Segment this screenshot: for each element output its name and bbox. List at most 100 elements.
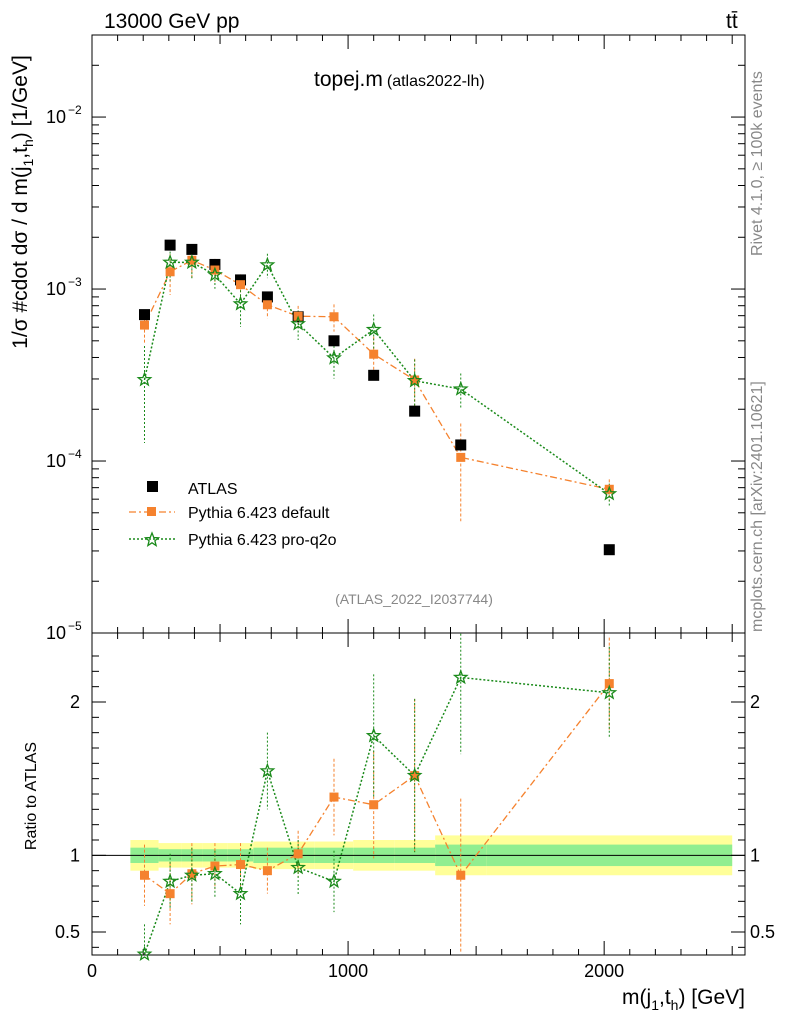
ratio-point-default (236, 860, 246, 870)
y-tick-label-exp: −2 (68, 103, 82, 117)
y-tick-label: 10 (46, 451, 66, 471)
ratio-tick-label: 1 (70, 845, 80, 865)
data-point-atlas (603, 544, 615, 556)
data-point-default (456, 452, 466, 462)
ratio-point-proq2o (326, 873, 342, 889)
x-axis-label: m(j1,th) [GeV] (622, 986, 745, 1013)
data-point-proq2o (232, 295, 249, 311)
y-axis-label: 1/σ #cdot dσ / d m(j1,th) [1/GeV] (9, 55, 36, 349)
ratio-point-default (139, 870, 149, 880)
data-point-atlas (261, 291, 273, 303)
data-point-atlas (209, 258, 221, 270)
ratio-point-default (262, 866, 272, 876)
data-point-proq2o (365, 321, 382, 337)
ratio-point-default (293, 849, 303, 859)
y-label-part3: ) [1/GeV] (9, 55, 32, 139)
data-point-default (369, 349, 379, 359)
y-label-sub1: 1 (20, 158, 36, 166)
data-point-proq2o (259, 256, 276, 272)
y-label-part2: ,t (9, 147, 32, 159)
ratio-point-proq2o (452, 669, 469, 685)
legend-label-atlas: ATLAS (188, 481, 238, 498)
ratio-tick-label: 2 (70, 692, 80, 712)
data-point-atlas (138, 309, 150, 321)
data-point-atlas (186, 243, 198, 255)
x-label-part2: ,t (659, 986, 671, 1009)
ratio-point-default (456, 870, 466, 880)
legend-label-proq2o: Pythia 6.423 pro-q2o (188, 532, 337, 549)
analysis-id: (ATLAS_2022_I2037744) (335, 591, 493, 607)
data-point-atlas (455, 439, 467, 451)
y-tick-label: 10 (46, 107, 66, 127)
rivet-label: Rivet 4.1.0, ≥ 100k events (749, 71, 766, 256)
ratio-point-default (604, 679, 614, 689)
x-label-sub1: 1 (651, 997, 659, 1013)
legend-marker-atlas (147, 481, 158, 492)
legend-marker-default (147, 507, 156, 516)
ratio-point-proq2o (259, 762, 276, 778)
data-point-default (165, 267, 175, 277)
data-point-proq2o (406, 372, 423, 388)
mcplots-label: mcplots.cern.ch [arXiv:2401.10621] (749, 381, 766, 632)
data-point-atlas (235, 274, 247, 286)
ratio-point-default (369, 800, 379, 810)
ratio-tick-label-right: 0.5 (750, 922, 775, 942)
energy-label: 13000 GeV pp (104, 10, 239, 33)
y-tick-label: 10 (46, 279, 66, 299)
data-point-atlas (328, 335, 340, 347)
data-point-proq2o (326, 349, 342, 365)
x-label-part3: ) [GeV] (678, 986, 745, 1009)
x-tick-label: 2000 (584, 961, 624, 981)
plot-title-main: topej.m (314, 68, 383, 91)
data-point-default (262, 300, 272, 310)
data-point-default (604, 484, 614, 494)
ratio-line-proq2o (143, 676, 610, 955)
data-point-proq2o (290, 315, 307, 331)
data-point-atlas (164, 239, 176, 251)
data-point-proq2o (206, 266, 223, 282)
ratio-y-axis-label: Ratio to ATLAS (23, 742, 40, 850)
data-point-atlas (368, 369, 380, 381)
series-line-proq2o (143, 261, 610, 495)
x-label-sub2: h (671, 997, 679, 1013)
ratio-point-default (187, 869, 197, 879)
ratio-point-proq2o (183, 866, 200, 882)
data-point-default (139, 320, 149, 330)
x-tick-label: 1000 (328, 961, 368, 981)
ratio-point-default (329, 792, 339, 802)
data-point-default (236, 280, 246, 290)
plot-title: topej.m (atlas2022-lh) (314, 68, 485, 91)
ratio-point-proq2o (162, 873, 179, 889)
legend: ATLAS Pythia 6.423 default Pythia 6.423 … (129, 481, 337, 549)
data-point-default (410, 375, 420, 385)
ratio-point-proq2o (290, 859, 307, 875)
ratio-tick-label-right: 1 (750, 845, 760, 865)
ratio-plot-frame (91, 632, 746, 956)
ratio-point-proq2o (365, 727, 382, 743)
data-point-proq2o (452, 380, 469, 396)
ratio-point-proq2o (601, 684, 618, 700)
process-label: tt̄ (726, 10, 738, 33)
data-point-proq2o (136, 371, 153, 387)
ratio-tick-label: 0.5 (55, 922, 80, 942)
ratio-point-default (410, 771, 420, 781)
data-point-default (329, 312, 339, 322)
x-label-part1: m(j (622, 986, 651, 1009)
legend-label-default: Pythia 6.423 default (188, 505, 330, 522)
data-point-proq2o (601, 485, 618, 501)
y-label-part1: 1/σ #cdot dσ / d m(j (9, 166, 32, 348)
plot-title-sub: (atlas2022-lh) (387, 73, 485, 90)
ratio-point-proq2o (136, 945, 153, 961)
data-point-proq2o (162, 253, 179, 270)
y-tick-label-exp: −3 (68, 275, 82, 289)
data-point-atlas (409, 405, 421, 417)
y-label-sub2: h (20, 139, 36, 147)
y-tick-label: 10 (46, 623, 66, 643)
x-tick-label: 0 (87, 961, 97, 981)
data-point-default (187, 255, 197, 265)
ratio-point-proq2o (206, 865, 223, 881)
ratio-point-proq2o (232, 885, 249, 901)
ratio-tick-label-right: 2 (750, 692, 760, 712)
legend-marker-proq2o (143, 531, 161, 547)
